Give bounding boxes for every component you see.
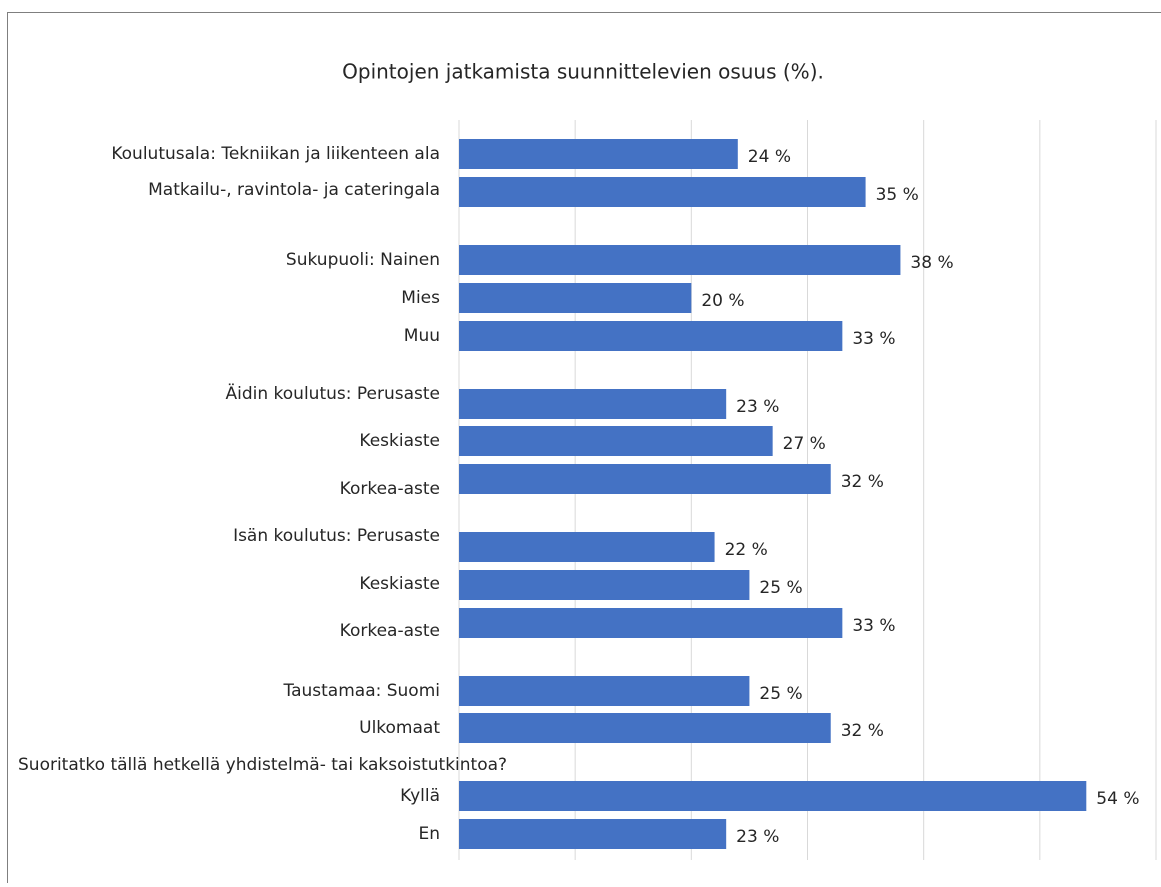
category-label: Mies [401,288,440,308]
category-label: Äidin koulutus: Perusaste [225,383,440,404]
bar [459,570,749,600]
bar [459,464,831,494]
bar [459,283,691,313]
data-label: 20 % [701,291,744,311]
data-label: 23 % [736,827,779,847]
data-label: 33 % [852,616,895,636]
bar [459,139,738,169]
data-label: 24 % [748,147,791,167]
bar [459,426,773,456]
category-label: En [418,824,440,844]
group-label: Suoritatko tällä hetkellä yhdistelmä- ta… [18,755,507,775]
data-label: 23 % [736,397,779,417]
data-label: 54 % [1096,789,1139,809]
category-label: Ulkomaat [359,718,440,738]
data-label: 32 % [841,721,884,741]
category-label: Keskiaste [359,431,440,451]
chart-title: Opintojen jatkamista suunnittelevien osu… [342,60,824,84]
data-label: 25 % [759,578,802,598]
category-label: Isän koulutus: Perusaste [233,526,440,546]
category-label: Matkailu-, ravintola- ja cateringala [148,180,440,200]
bar [459,389,726,419]
data-label: 27 % [783,434,826,454]
bar [459,321,842,351]
bar [459,608,842,638]
category-label: Taustamaa: Suomi [283,681,440,701]
data-label: 33 % [852,329,895,349]
category-label: Korkea-aste [340,479,440,499]
bar [459,676,749,706]
category-label: Keskiaste [359,574,440,594]
category-label: Kyllä [400,786,440,806]
data-label: 32 % [841,472,884,492]
category-label: Sukupuoli: Nainen [286,250,440,270]
data-label: 25 % [759,684,802,704]
bar [459,713,831,743]
bar [459,532,715,562]
data-label: 35 % [876,185,919,205]
bar [459,781,1086,811]
bar [459,245,900,275]
category-label: Muu [404,326,440,346]
category-label: Korkea-aste [340,621,440,641]
bar [459,177,866,207]
category-label: Koulutusala: Tekniikan ja liikenteen ala [111,144,440,164]
data-label: 38 % [910,253,953,273]
bar [459,819,726,849]
data-label: 22 % [725,540,768,560]
